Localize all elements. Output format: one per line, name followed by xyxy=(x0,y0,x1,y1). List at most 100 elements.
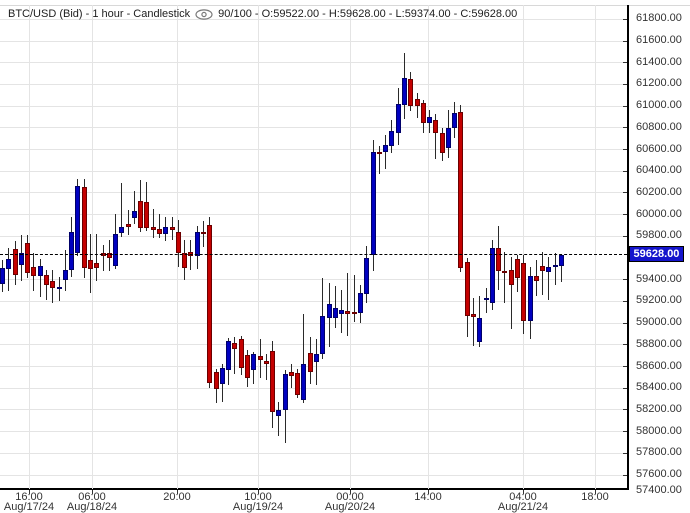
candle-wick xyxy=(265,353,267,381)
y-axis-label: 57800.00 xyxy=(636,446,682,459)
y-axis-label: 58800.00 xyxy=(636,337,682,350)
candle-body xyxy=(244,355,250,379)
candle-wick xyxy=(303,314,305,404)
h-gridline xyxy=(0,322,627,324)
price-axis-line[interactable] xyxy=(627,5,629,490)
v-gridline xyxy=(258,5,259,489)
candle-wick xyxy=(290,363,292,389)
candle-body xyxy=(433,119,439,133)
y-axis-label: 58600.00 xyxy=(636,359,682,372)
y-axis-label: 61000.00 xyxy=(636,99,682,112)
y-axis-label: 60800.00 xyxy=(636,120,682,133)
h-gridline xyxy=(0,431,627,433)
candle-body xyxy=(521,262,527,322)
candle-body xyxy=(169,227,175,231)
candle-wick xyxy=(473,297,474,346)
candle-wick xyxy=(152,208,154,239)
candle-body xyxy=(376,151,382,154)
candle-body xyxy=(131,211,137,219)
current-price-dashed-line xyxy=(0,254,627,255)
price-axis-tick xyxy=(623,474,627,476)
candle-body xyxy=(175,231,181,254)
h-gridline xyxy=(0,344,627,346)
y-axis-label: 59200.00 xyxy=(636,294,682,307)
price-axis-tick xyxy=(623,127,627,129)
time-axis-tick xyxy=(350,490,351,494)
candle-body xyxy=(502,270,508,274)
v-gridline xyxy=(350,5,351,489)
candle-wick xyxy=(127,210,129,236)
current-price-tag: 59628.00 xyxy=(629,246,684,262)
candle-body xyxy=(307,352,313,372)
x-axis-time-label: 14:00 xyxy=(414,491,442,503)
candle-body xyxy=(401,77,407,105)
y-axis-label: 58400.00 xyxy=(636,381,682,394)
y-axis-label: 61800.00 xyxy=(636,12,682,25)
candle-body xyxy=(25,243,31,273)
candle-body xyxy=(489,248,495,303)
candle-wick xyxy=(435,114,437,160)
time-axis-tick xyxy=(523,490,524,494)
x-axis-time-label: 06:00 xyxy=(78,491,106,503)
candle-body xyxy=(31,267,37,276)
chart-plot-area[interactable] xyxy=(0,5,628,489)
candle-body xyxy=(18,253,24,266)
y-axis-label: 60000.00 xyxy=(636,207,682,220)
candle-wick xyxy=(121,182,123,237)
y-axis-label: 58000.00 xyxy=(636,424,682,437)
x-axis-date-label: Aug/20/24 xyxy=(324,501,376,513)
h-gridline xyxy=(0,149,627,150)
candle-body xyxy=(527,276,533,322)
v-gridline xyxy=(92,5,93,489)
y-axis-label: 57400.00 xyxy=(636,483,682,496)
candle-body xyxy=(295,373,301,396)
candle-body xyxy=(163,227,169,234)
chart-title: BTC/USD (Bid) - 1 hour - Candlestick 90/… xyxy=(8,8,517,20)
candle-body xyxy=(276,409,282,417)
candle-body xyxy=(251,353,257,371)
candle-body xyxy=(44,274,49,285)
candle-wick xyxy=(554,253,556,285)
y-axis-label: 59800.00 xyxy=(636,229,682,242)
price-axis-tick xyxy=(623,149,627,150)
time-axis-tick xyxy=(595,490,596,494)
h-gridline xyxy=(0,62,627,64)
candle-body xyxy=(439,133,445,153)
candle-body xyxy=(182,253,188,268)
candle-body xyxy=(288,372,294,376)
candle-body xyxy=(558,254,564,266)
time-axis-tick xyxy=(92,490,93,494)
candle-body xyxy=(257,356,263,361)
candle-body xyxy=(383,144,389,153)
time-axis-line[interactable] xyxy=(0,488,629,490)
price-axis-tick xyxy=(623,83,627,85)
h-gridline xyxy=(0,235,627,237)
candle-wick xyxy=(39,258,41,297)
candle-body xyxy=(213,372,219,389)
price-axis-tick xyxy=(623,105,627,107)
price-axis-tick xyxy=(623,366,627,367)
candle-body xyxy=(138,200,144,229)
candle-body xyxy=(496,248,502,272)
candle-body xyxy=(12,248,18,275)
time-axis-tick xyxy=(29,490,30,494)
v-gridline xyxy=(428,5,429,489)
h-gridline xyxy=(0,192,627,194)
candle-body xyxy=(345,311,351,314)
candle-wick xyxy=(378,146,380,174)
candle-body xyxy=(226,340,232,371)
candle-body xyxy=(351,311,357,314)
candle-body xyxy=(552,264,558,268)
candle-body xyxy=(75,185,81,254)
candle-body xyxy=(395,103,401,133)
candle-body xyxy=(0,268,5,284)
candle-body xyxy=(370,152,376,256)
h-gridline xyxy=(0,40,627,42)
eye-icon[interactable] xyxy=(195,8,213,20)
candle-body xyxy=(364,257,370,295)
candle-wick xyxy=(96,233,98,282)
h-gridline xyxy=(0,127,627,129)
candle-body xyxy=(207,225,213,383)
h-gridline xyxy=(0,279,627,281)
